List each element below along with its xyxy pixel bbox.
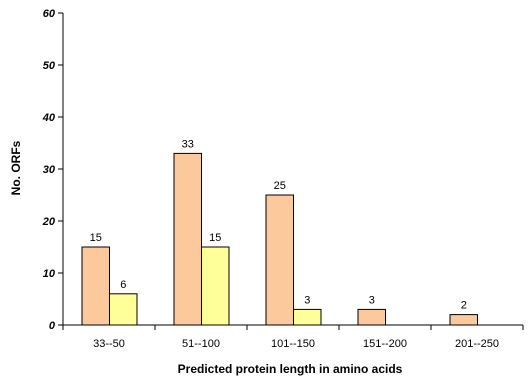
y-tick-label-50: 50 — [43, 60, 56, 72]
bar-s1-33--50 — [81, 246, 110, 326]
bar-s1-201--250 — [449, 314, 478, 326]
data-label-s1-51--100: 33 — [182, 138, 194, 150]
x-tick-label-33--50: 33--50 — [93, 338, 125, 350]
x-tick-label-101--150: 101--150 — [271, 338, 315, 350]
y-axis-title: No. ORFs — [9, 140, 23, 195]
y-tick-label-60: 60 — [43, 8, 56, 20]
y-tick-label-0: 0 — [49, 320, 56, 332]
data-label-s2-51--100: 15 — [209, 232, 221, 244]
data-label-s1-151--200: 3 — [369, 294, 375, 306]
x-axis-title: Predicted protein length in amino acids — [178, 362, 403, 376]
y-tick-label-30: 30 — [43, 164, 56, 176]
axes-layer: 0 10 20 30 40 50 60 33--50 51--100 101--150 151--2… — [42, 8, 524, 350]
data-label-s2-101--150: 3 — [304, 294, 310, 306]
x-tick-label-51--100: 51--100 — [182, 338, 220, 350]
x-tick-label-201--250: 201--250 — [455, 338, 499, 350]
data-label-s1-33--50: 15 — [90, 232, 102, 244]
bars-layer — [81, 152, 478, 326]
bar-s2-33--50 — [109, 293, 138, 326]
bar-s1-51--100 — [173, 152, 202, 326]
y-tick-label-40: 40 — [42, 112, 56, 124]
bar-s1-151--200 — [357, 308, 386, 326]
bar-s1-101--150 — [265, 194, 294, 326]
y-tick-label-10: 10 — [43, 268, 56, 280]
data-label-s1-201--250: 2 — [461, 300, 467, 312]
data-label-s1-101--150: 25 — [274, 180, 286, 192]
y-tick-label-20: 20 — [42, 216, 56, 228]
bar-s2-51--100 — [201, 246, 230, 326]
bar-s2-101--150 — [293, 308, 322, 326]
data-label-s2-33--50: 6 — [120, 279, 126, 291]
data-labels-layer: 15 33 25 3 2 6 15 3 — [90, 138, 467, 311]
x-tick-label-151--200: 151--200 — [363, 338, 407, 350]
